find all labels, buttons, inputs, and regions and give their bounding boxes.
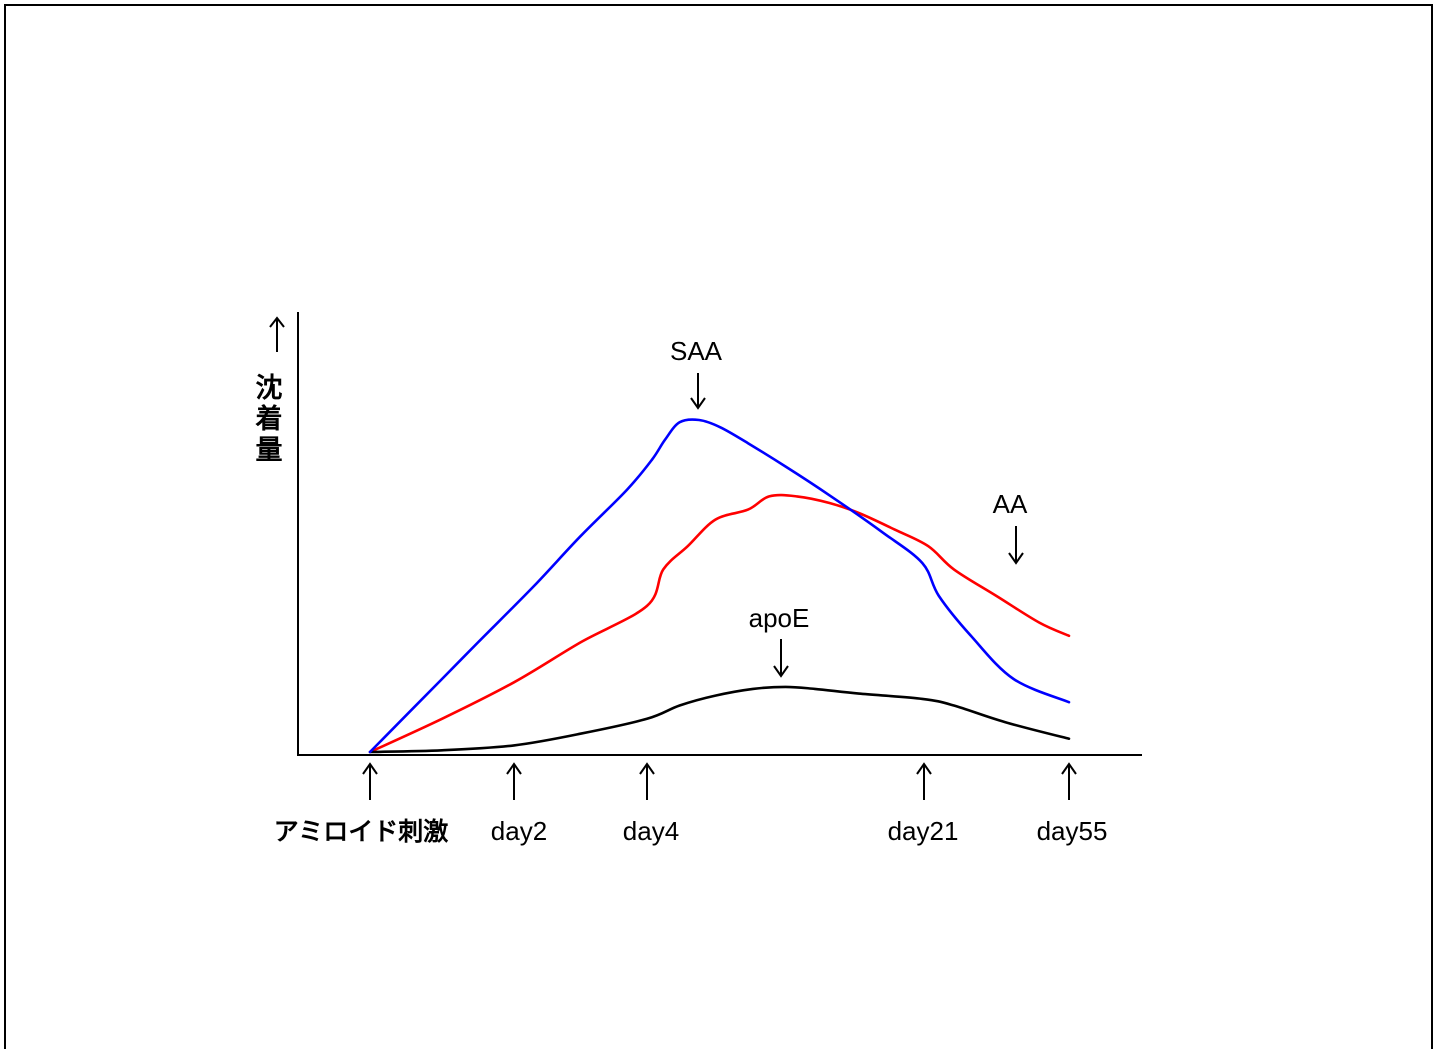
series-label-apoe: apoE bbox=[749, 603, 810, 633]
x-marker-label: day55 bbox=[1037, 816, 1108, 846]
up-arrow-icon bbox=[362, 762, 378, 800]
annotation-aa: AA bbox=[993, 489, 1028, 565]
x-marker-label: day2 bbox=[491, 816, 547, 846]
series-line-aa bbox=[368, 493, 1071, 754]
x-marker-2: day4 bbox=[623, 762, 679, 846]
x-marker-label: day21 bbox=[888, 816, 959, 846]
annotation-apoe: apoE bbox=[749, 603, 810, 678]
x-marker-1: day2 bbox=[491, 762, 547, 846]
x-marker-4: day55 bbox=[1037, 762, 1108, 846]
x-marker-label: day4 bbox=[623, 816, 679, 846]
series-label-saa: SAA bbox=[670, 336, 723, 366]
y-axis-label-group: 沈着量 bbox=[255, 316, 285, 466]
x-markers: アミロイド刺激 day2 day4 day21 day55 bbox=[274, 762, 1108, 846]
series-line-saa bbox=[368, 418, 1071, 754]
up-arrow-icon bbox=[506, 762, 522, 800]
down-arrow-icon bbox=[1008, 526, 1024, 565]
down-arrow-icon bbox=[690, 373, 706, 410]
deposition-chart: 沈着量 SAA AA apoE アミロイド刺激 day2 day4 day21 day55 bbox=[255, 312, 1142, 846]
y-axis-up-arrow bbox=[269, 316, 285, 352]
up-arrow-icon bbox=[1061, 762, 1077, 800]
slide-frame: 沈着量 SAA AA apoE アミロイド刺激 day2 day4 day21 day55 bbox=[4, 4, 1433, 1049]
up-arrow-icon bbox=[639, 762, 655, 800]
series-line-apoe bbox=[368, 685, 1071, 754]
series-layer bbox=[368, 418, 1071, 754]
series-label-aa: AA bbox=[993, 489, 1028, 519]
annotation-saa: SAA bbox=[670, 336, 723, 410]
series-annotations: SAA AA apoE bbox=[670, 336, 1028, 678]
x-marker-0: アミロイド刺激 bbox=[274, 762, 449, 846]
up-arrow-icon bbox=[916, 762, 932, 800]
down-arrow-icon bbox=[773, 639, 789, 678]
x-marker-label: アミロイド刺激 bbox=[274, 817, 449, 846]
y-axis-label: 沈着量 bbox=[255, 373, 283, 466]
x-marker-3: day21 bbox=[888, 762, 959, 846]
